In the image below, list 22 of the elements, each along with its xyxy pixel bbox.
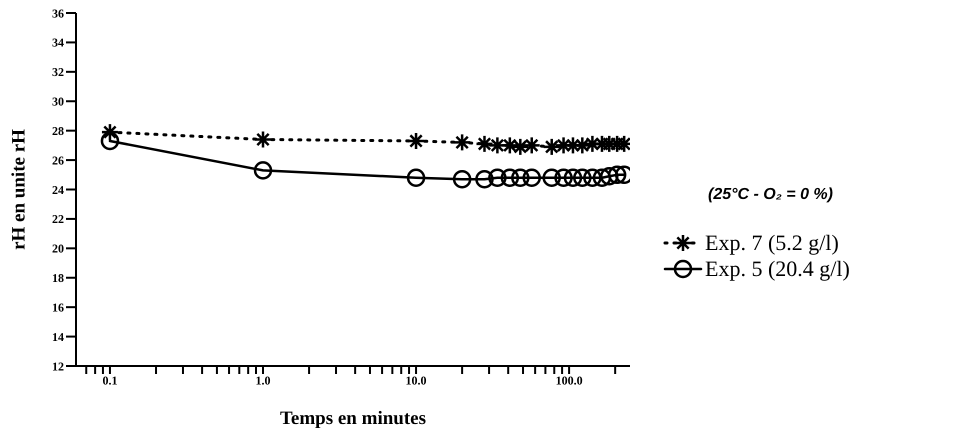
y-axis-title: rH en unite rH [8,128,30,250]
legend-label: Exp. 7 (5.2 g/l) [705,230,839,256]
y-tick-label: 12 [52,359,64,374]
text: (25°C - O₂ = 0 %) [708,186,833,204]
y-tick-label: 26 [52,153,64,168]
y-tick-label: 24 [52,182,64,197]
y-tick-label: 28 [52,124,64,138]
x-tick-label: 100.0 [556,374,583,388]
y-tick-label: 22 [52,212,64,226]
y-tick-label: 20 [52,242,64,256]
y-tick-label: 36 [52,6,64,20]
x-axis-title: Temps en minutes [280,408,426,429]
y-tick-label: 16 [52,300,64,314]
x-tick-label: 1.0 [256,374,270,388]
legend-label: Exp. 5 (20.4 g/l) [705,256,850,282]
y-tick-label: 34 [52,36,64,50]
x-tick-label: 10.0 [406,374,427,388]
y-tick-label: 32 [52,65,64,80]
x-tick-label: 0.1 [102,374,118,388]
y-tick-label: 14 [52,330,64,344]
y-tick-label: 30 [52,94,64,109]
y-tick-label: 18 [52,271,64,286]
